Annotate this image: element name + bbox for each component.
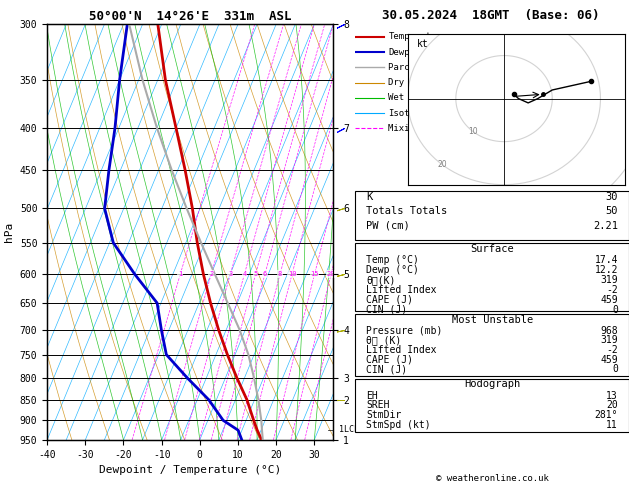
Y-axis label: km
ASL: km ASL [368, 232, 386, 254]
Text: 968: 968 [601, 326, 618, 336]
Text: CIN (J): CIN (J) [366, 364, 408, 374]
Text: Wet Adiabat: Wet Adiabat [388, 93, 447, 103]
Text: StmSpd (kt): StmSpd (kt) [366, 419, 431, 430]
Text: Hodograph: Hodograph [464, 380, 520, 389]
Text: CIN (J): CIN (J) [366, 305, 408, 315]
Text: Lifted Index: Lifted Index [366, 285, 437, 295]
Text: -2: -2 [606, 285, 618, 295]
Text: θᴄ (K): θᴄ (K) [366, 335, 401, 346]
Text: StmDir: StmDir [366, 410, 401, 420]
Bar [355, 191, 629, 241]
Text: Lifted Index: Lifted Index [366, 345, 437, 355]
Text: 30: 30 [606, 192, 618, 202]
Text: 2.21: 2.21 [593, 221, 618, 231]
Bar [355, 243, 629, 311]
Text: Parcel Trajectory: Parcel Trajectory [388, 63, 480, 72]
Text: Temperature: Temperature [388, 32, 447, 41]
Text: PW (cm): PW (cm) [366, 221, 410, 231]
Text: CAPE (J): CAPE (J) [366, 355, 413, 365]
Text: Surface: Surface [470, 244, 514, 254]
Text: 8: 8 [278, 271, 282, 277]
Text: 2: 2 [209, 271, 213, 277]
Title: 50°00'N  14°26'E  331m  ASL: 50°00'N 14°26'E 331m ASL [89, 10, 291, 23]
Text: Mixing Ratio: Mixing Ratio [388, 124, 453, 133]
Text: 459: 459 [601, 295, 618, 305]
Text: Dewp (°C): Dewp (°C) [366, 265, 419, 275]
Text: 4: 4 [242, 271, 247, 277]
Text: θᴄ(K): θᴄ(K) [366, 275, 396, 285]
Text: EH: EH [366, 391, 378, 400]
Text: 15: 15 [310, 271, 319, 277]
Text: SREH: SREH [366, 400, 390, 410]
Text: K: K [366, 192, 372, 202]
Text: Pressure (mb): Pressure (mb) [366, 326, 443, 336]
Text: 10: 10 [468, 127, 478, 136]
Text: 6: 6 [263, 271, 267, 277]
Text: 5: 5 [253, 271, 258, 277]
Text: Dewpoint: Dewpoint [388, 48, 431, 56]
Text: kt: kt [417, 39, 429, 49]
Text: 459: 459 [601, 355, 618, 365]
Text: 12.2: 12.2 [594, 265, 618, 275]
Text: 20: 20 [327, 271, 335, 277]
Text: 50: 50 [606, 206, 618, 216]
Text: 0: 0 [612, 305, 618, 315]
Text: Temp (°C): Temp (°C) [366, 255, 419, 265]
Text: 20: 20 [606, 400, 618, 410]
Text: 20: 20 [437, 160, 447, 169]
Text: CAPE (J): CAPE (J) [366, 295, 413, 305]
Text: 3: 3 [228, 271, 233, 277]
Bar [355, 379, 629, 432]
Bar [355, 314, 629, 376]
Y-axis label: hPa: hPa [4, 222, 14, 242]
Text: Totals Totals: Totals Totals [366, 206, 448, 216]
Text: 1: 1 [178, 271, 182, 277]
Text: Dry Adiabat: Dry Adiabat [388, 78, 447, 87]
Text: -2: -2 [606, 345, 618, 355]
X-axis label: Dewpoint / Temperature (°C): Dewpoint / Temperature (°C) [99, 465, 281, 475]
Text: 0: 0 [612, 364, 618, 374]
Text: 30: 30 [406, 193, 416, 202]
Text: 17.4: 17.4 [594, 255, 618, 265]
Text: Most Unstable: Most Unstable [452, 314, 533, 325]
Text: 281°: 281° [594, 410, 618, 420]
Text: 319: 319 [601, 275, 618, 285]
Text: 30.05.2024  18GMT  (Base: 06): 30.05.2024 18GMT (Base: 06) [382, 9, 599, 22]
Text: 319: 319 [601, 335, 618, 346]
Text: 13: 13 [606, 391, 618, 400]
Text: Isotherm: Isotherm [388, 109, 431, 118]
Text: © weatheronline.co.uk: © weatheronline.co.uk [436, 474, 548, 483]
Text: 1LCL: 1LCL [339, 425, 359, 434]
Text: 11: 11 [606, 419, 618, 430]
Text: 10: 10 [288, 271, 296, 277]
